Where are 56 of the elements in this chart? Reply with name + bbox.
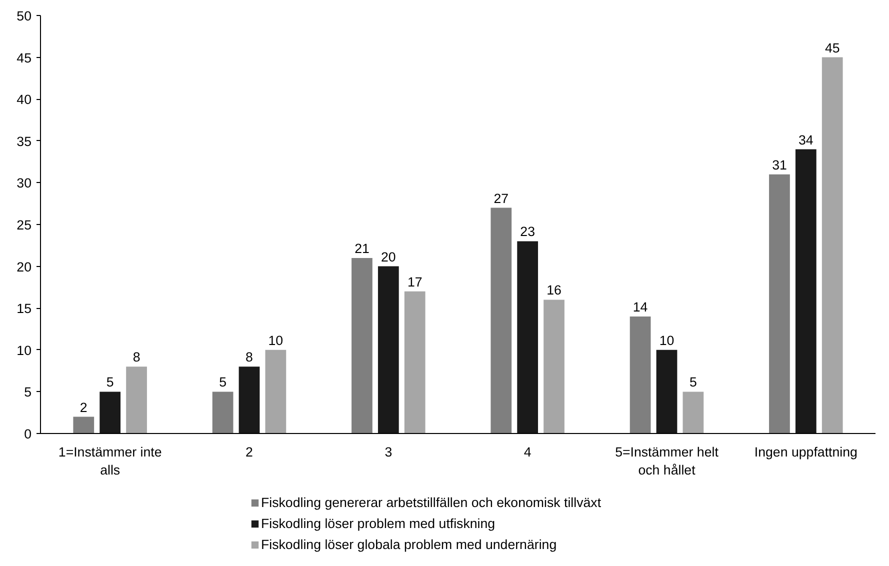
bar [544,300,564,434]
bar [769,174,790,434]
legend-label: Fiskodling genererar arbetstillfällen och ekonomisk tillväxt [261,495,602,510]
bar [490,208,512,434]
data-label: 8 [132,350,140,365]
bar [265,350,286,434]
data-label: 2 [80,400,88,415]
data-label: 21 [354,240,370,256]
y-tick-label: 20 [16,259,32,274]
x-tick-label: 3 [384,444,392,460]
data-label: 5 [689,374,697,390]
x-tick-label: 1=Instämmer inte alls [58,444,162,478]
y-tick-label: 10 [16,342,32,358]
bar [126,366,147,434]
data-label: 31 [772,157,787,172]
x-tick-label: 2 [246,444,253,460]
data-label: 45 [824,40,840,56]
bar [238,366,260,434]
y-tick-label: 35 [16,134,32,149]
legend-label: Fiskodling löser globala problem med undernäring [261,537,557,552]
data-label: 10 [659,332,674,348]
y-tick-label: 40 [16,92,32,108]
data-label: 8 [246,350,253,365]
data-label: 10 [268,332,284,348]
data-label: 14 [632,299,648,314]
data-label: 17 [407,274,422,290]
x-tick-label: 5=Instämmer helt och hållet [615,444,719,478]
x-tick-label: 4 [524,444,532,460]
data-label: 23 [520,224,535,240]
bar [682,392,704,434]
y-tick-label: 0 [24,426,32,442]
bar [822,57,843,434]
y-tick-label: 50 [16,8,32,24]
bar [73,416,94,434]
bar [517,241,538,434]
y-tick-label: 25 [16,218,32,232]
data-label: 34 [798,132,814,148]
y-tick-label: 45 [16,50,32,66]
x-tick-label: Ingen uppfattning [754,444,858,460]
bar [795,149,816,434]
bar [378,266,399,434]
data-label: 5 [106,374,114,390]
bar [630,316,651,434]
bar [212,392,234,434]
legend-label: Fiskodling löser problem med utfiskning [261,516,496,531]
y-tick-label: 5 [24,384,32,400]
y-tick-label: 15 [16,301,32,316]
bar [100,392,121,434]
bar [352,258,372,434]
data-label: 5 [219,374,227,390]
bar [404,291,426,434]
data-label: 16 [546,282,562,298]
y-tick-label: 30 [16,176,32,191]
bar [656,350,678,434]
data-label: 27 [494,190,509,206]
data-label: 20 [381,249,396,264]
